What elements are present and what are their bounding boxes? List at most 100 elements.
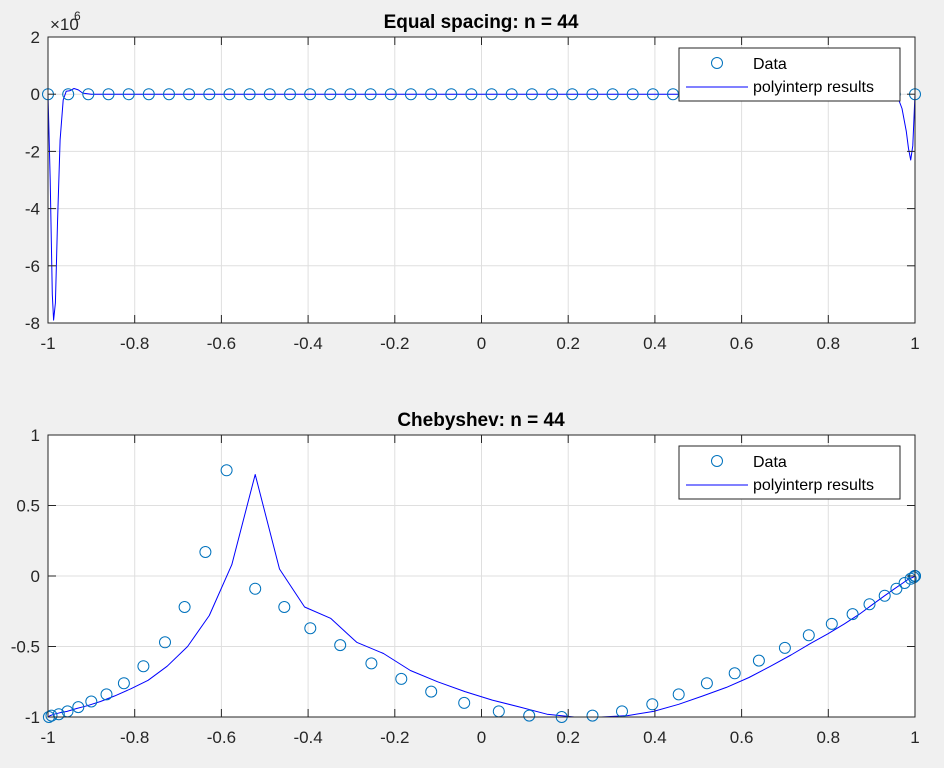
chebyshev-chart: -1 -0.8 -0.6 -0.4 -0.2 0 0.2 0.4 0.6 0.8 1 -1 -0.5 0 0… [11, 410, 921, 747]
x-tick-label: -1 [40, 334, 55, 353]
data-point [199, 546, 212, 558]
data-point [672, 688, 685, 701]
chart-title: Equal spacing: n = 44 [384, 12, 579, 33]
legend-marker-icon [711, 57, 723, 69]
series-line [47, 474, 916, 718]
data-point [566, 88, 579, 101]
y-tick-label: -0.5 [11, 638, 40, 657]
data-point [365, 657, 378, 670]
series-line [47, 88, 916, 321]
data-point [82, 88, 95, 101]
y-tick-label: 0 [31, 567, 40, 586]
data-point [425, 88, 438, 101]
data-point [846, 608, 859, 621]
x-tick-label: 0.4 [643, 728, 667, 747]
legend-box [678, 47, 901, 102]
x-tick-label: 0.2 [556, 334, 580, 353]
data-point [523, 709, 536, 722]
tick-labels: -1 -0.8 -0.6 -0.4 -0.2 0 0.2 0.4 0.6 0.8 1 -8 -6 -4 -2… [25, 28, 920, 353]
data-point [243, 88, 256, 101]
data-point [220, 464, 233, 477]
data-point [890, 582, 903, 595]
x-tick-label: 0.4 [643, 334, 667, 353]
data-point [304, 88, 317, 101]
data-point [646, 698, 659, 711]
data-point [183, 88, 196, 101]
data-point [525, 88, 538, 101]
data-point [404, 88, 417, 101]
x-tick-label: 0.2 [556, 728, 580, 747]
data-point [898, 577, 911, 589]
data-point [586, 88, 599, 101]
data-point [137, 660, 150, 673]
data-point [465, 88, 478, 101]
data-point [62, 88, 75, 101]
data-point [878, 589, 891, 602]
data-point [485, 88, 498, 101]
x-tick-label: -1 [40, 728, 55, 747]
data-point [324, 88, 337, 101]
data-point [802, 629, 815, 642]
data-point [142, 88, 155, 101]
data-point [163, 88, 175, 101]
legend-marker-icon [711, 455, 723, 467]
data-point [178, 601, 191, 613]
y-tick-label: 0.5 [16, 497, 40, 516]
y-tick-label: -2 [25, 142, 40, 161]
data-point [395, 672, 408, 685]
x-tick-label: 0 [477, 728, 486, 747]
x-tick-label: -0.6 [207, 334, 236, 353]
x-tick-label: 1 [910, 334, 919, 353]
data-point [263, 88, 276, 101]
data-point [384, 88, 397, 101]
data-point [458, 696, 471, 709]
data-point [586, 709, 599, 722]
exponent-power: 6 [74, 9, 81, 23]
data-point [646, 88, 659, 101]
x-tick-label: 0 [477, 334, 486, 353]
data-point [505, 88, 518, 101]
chart-title: Chebyshev: n = 44 [397, 410, 565, 431]
x-tick-label: -0.8 [120, 728, 149, 747]
data-point [117, 677, 130, 690]
x-tick-label: 0.8 [816, 728, 840, 747]
ticks [47, 36, 916, 324]
y-tick-label: -8 [25, 314, 40, 333]
y-tick-label: 2 [31, 28, 40, 47]
data-point [445, 88, 458, 101]
data-point [122, 88, 135, 101]
data-point [249, 582, 262, 595]
data-point [100, 688, 113, 701]
x-tick-label: 0.6 [730, 728, 754, 747]
data-point [85, 695, 98, 708]
legend-label-data: Data [753, 56, 787, 73]
data-point [907, 571, 920, 584]
x-tick-label: -0.6 [207, 728, 236, 747]
data-point [102, 88, 115, 101]
ticks [47, 434, 916, 718]
data-point [626, 88, 639, 101]
x-tick-label: -0.2 [380, 728, 409, 747]
data-point [52, 708, 65, 721]
data-point [700, 677, 713, 690]
legend-box [678, 445, 901, 500]
data-point [334, 639, 347, 652]
legend-label-line: polyinterp results [753, 477, 874, 494]
x-tick-label: 1 [910, 728, 919, 747]
x-tick-label: 0.6 [730, 334, 754, 353]
x-tick-label: -0.4 [293, 334, 322, 353]
x-tick-label: -0.4 [293, 728, 322, 747]
legend-label-data: Data [753, 454, 787, 471]
data-point [159, 636, 171, 649]
data-point [304, 622, 317, 635]
data-point [752, 654, 765, 667]
data-point [364, 88, 377, 101]
legend: Data polyinterp results [678, 445, 901, 500]
y-tick-label: 0 [31, 85, 40, 104]
legend-label-line: polyinterp results [753, 79, 874, 96]
polyinterp-curve [47, 474, 916, 718]
legend: Data polyinterp results [678, 47, 901, 102]
data-point [825, 617, 838, 630]
exponent-label: ×10 [50, 15, 79, 34]
